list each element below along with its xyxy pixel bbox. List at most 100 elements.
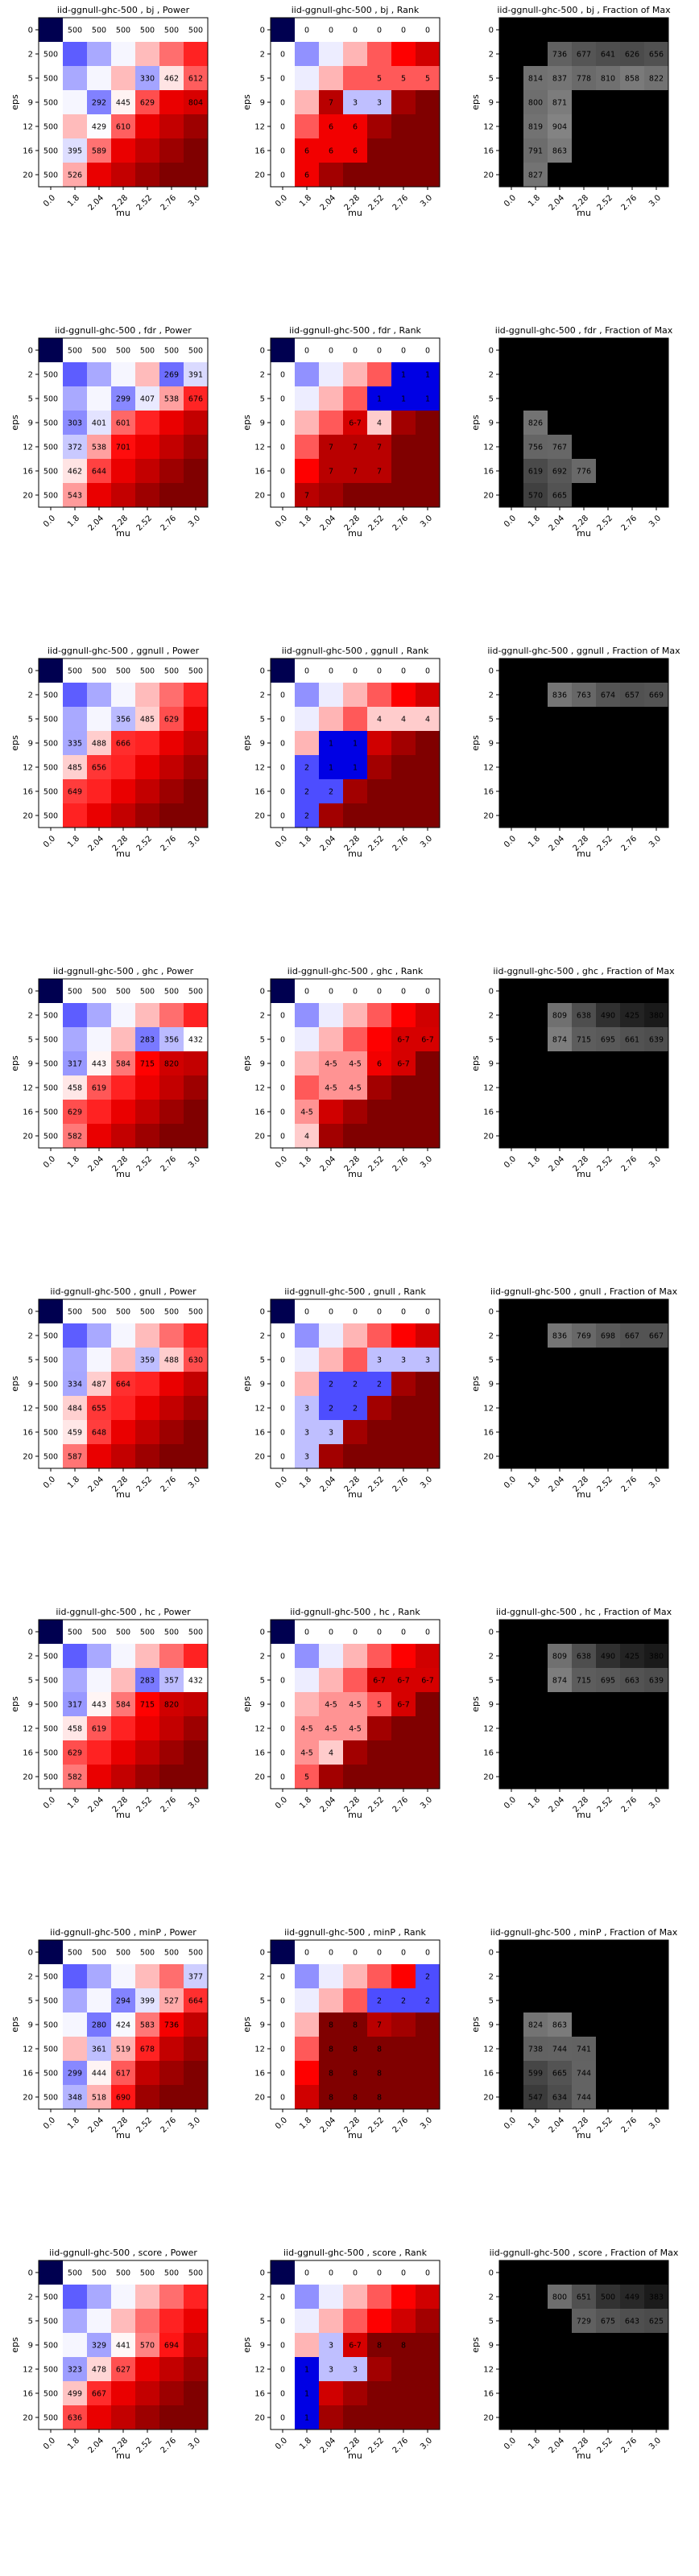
cell-label: 3: [401, 1356, 406, 1365]
heatmap-cell: [111, 42, 135, 66]
heatmap-cell: [620, 1940, 644, 1964]
cell-label: 500: [43, 395, 58, 404]
heatmap-cell: [499, 459, 523, 483]
x-tick-label: 2.04: [87, 2436, 106, 2455]
cell-label: 459: [68, 1429, 82, 1438]
cell-label: 487: [92, 1381, 106, 1389]
x-tick-label: 1.8: [527, 1475, 542, 1490]
heatmap-cell: [596, 2037, 620, 2061]
cell-label: 3: [304, 1405, 309, 1414]
heatmap-cell: [184, 90, 208, 114]
heatmap-cell: [159, 411, 184, 435]
heatmap-cell: [499, 1964, 523, 1988]
heatmap-cell: [111, 435, 135, 459]
cell-label: 0: [280, 147, 285, 156]
heatmap-cell: [63, 90, 87, 114]
cell-label: 0: [280, 2342, 285, 2351]
heatmap-cell: [343, 90, 367, 114]
y-tick-label: 16: [254, 468, 265, 477]
cell-label: 756: [528, 444, 543, 452]
cell-label: 518: [92, 2094, 106, 2103]
cell-label: 814: [528, 75, 543, 84]
heatmap-cell: [644, 2405, 668, 2429]
y-tick-label: 20: [23, 1133, 33, 1141]
heatmap-cell: [523, 1964, 548, 1988]
heatmap-cell: [596, 979, 620, 1003]
heatmap-cell: [416, 18, 440, 42]
x-tick-label: 2.76: [620, 1795, 639, 1814]
heatmap-cell: [523, 979, 548, 1003]
heatmap-cell: [499, 2061, 523, 2085]
y-tick-label: 9: [489, 99, 494, 108]
cell-label: 3: [377, 1356, 382, 1365]
heatmap-cell: [343, 138, 367, 163]
y-tick-label: 20: [483, 171, 494, 180]
heatmap-cell: [319, 1003, 343, 1027]
cell-label: 361: [92, 2046, 106, 2054]
heatmap-cell: [367, 2285, 391, 2309]
cell-label: 500: [43, 371, 58, 380]
heatmap-cell: [499, 2260, 523, 2285]
cell-label: 500: [140, 667, 155, 676]
heatmap-cell: [319, 683, 343, 707]
cell-label: 0: [304, 347, 309, 356]
heatmap-cell: [319, 2333, 343, 2357]
cell-label: 5: [377, 75, 382, 84]
heatmap-cell: [572, 731, 596, 755]
heatmap-cell: [572, 683, 596, 707]
heatmap-cell: [523, 411, 548, 435]
cell-label: 791: [528, 147, 543, 156]
cell-label: 7: [329, 444, 333, 452]
heatmap-cell: [596, 362, 620, 386]
y-tick-label: 20: [254, 2414, 265, 2423]
heatmap-cell: [271, 707, 295, 731]
heatmap-cell: [39, 1765, 63, 1789]
heatmap-cell: [159, 1692, 184, 1716]
heatmap-cell: [87, 1444, 111, 1468]
cell-label: 0: [280, 1036, 285, 1045]
heatmap-cell: [111, 114, 135, 138]
heatmap-cell: [184, 1027, 208, 1051]
heatmap-cell: [295, 2357, 319, 2381]
heatmap-cell: [135, 1051, 159, 1075]
heatmap-cell: [87, 1620, 111, 1644]
cell-label: 4: [401, 716, 406, 724]
heatmap-cell: [499, 2285, 523, 2309]
heatmap-cell: [644, 1716, 668, 1740]
heatmap-cell: [343, 386, 367, 411]
cell-label: 8: [329, 2094, 333, 2103]
x-tick-label: 2.04: [87, 193, 106, 213]
y-tick-label: 20: [254, 1773, 265, 1782]
y-axis-label: eps: [470, 1696, 481, 1712]
y-axis-label: eps: [10, 735, 20, 751]
cell-label: 0: [280, 1701, 285, 1710]
y-tick-label: 9: [489, 2021, 494, 2030]
heatmap-cell: [271, 1027, 295, 1051]
cell-label: 822: [649, 75, 664, 84]
cell-label: 570: [528, 492, 543, 501]
heatmap-cell: [63, 1988, 87, 2013]
heatmap-cell: [135, 755, 159, 779]
heatmap-cell: [184, 411, 208, 435]
heatmap-cell: [159, 755, 184, 779]
y-axis-label: eps: [470, 94, 481, 110]
heatmap-cell: [319, 1964, 343, 1988]
x-tick-label: 3.0: [187, 514, 202, 529]
heatmap-panel: iid-ggnull-ghc-500 , score , Fraction of…: [470, 2248, 679, 2461]
heatmap-cell: [135, 1964, 159, 1988]
heatmap-cell: [572, 2085, 596, 2109]
y-axis-label: eps: [470, 415, 481, 431]
heatmap-cell: [343, 1940, 367, 1964]
heatmap-cell: [63, 362, 87, 386]
cell-label: 729: [577, 2318, 591, 2326]
heatmap-cell: [63, 2333, 87, 2357]
heatmap-cell: [548, 1444, 572, 1468]
cell-label: 627: [116, 2366, 130, 2375]
heatmap-cell: [343, 1323, 367, 1348]
heatmap-cell: [391, 386, 416, 411]
cell-label: 589: [92, 147, 106, 156]
heatmap-cell: [159, 731, 184, 755]
heatmap-cell: [184, 1323, 208, 1348]
x-axis-label: mu: [577, 1169, 591, 1179]
